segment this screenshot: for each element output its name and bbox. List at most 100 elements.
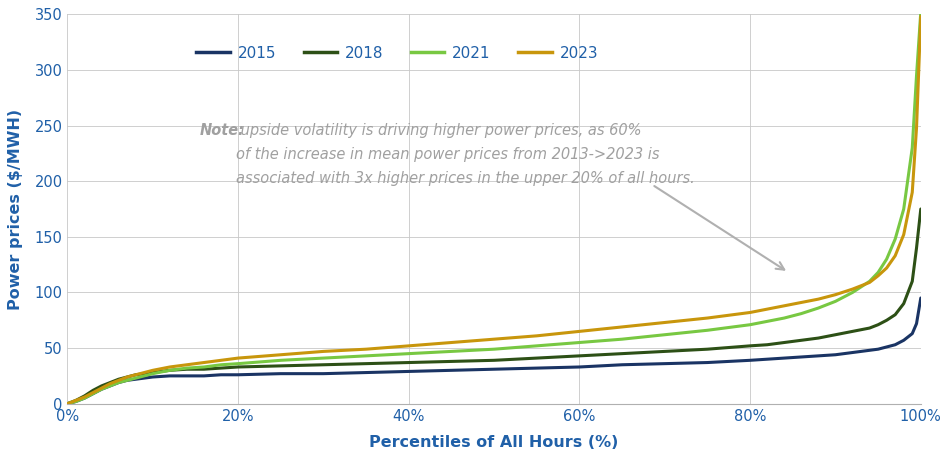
2023 [403,343,414,349]
2023 [911,125,922,131]
2018 [360,361,371,366]
2021 [617,337,628,342]
2018 [911,245,922,251]
2023 [915,14,926,19]
2015 [87,391,99,397]
2023 [181,362,193,367]
2023 [745,310,756,315]
2023 [702,315,713,321]
2021 [898,206,909,212]
2015 [79,395,90,401]
Legend: 2015, 2018, 2021, 2023: 2015, 2018, 2021, 2023 [190,39,604,67]
2015 [812,353,824,359]
2021 [317,355,329,361]
2023 [276,352,287,358]
2021 [181,365,193,371]
2021 [911,73,922,78]
2023 [659,320,671,325]
2018 [70,398,82,403]
2015 [233,372,244,377]
2023 [762,306,773,312]
2023 [164,364,176,370]
2021 [446,349,457,354]
2015 [531,365,542,371]
2021 [864,278,875,284]
2015 [181,373,193,379]
2021 [659,332,671,338]
2023 [79,394,90,400]
2015 [889,342,901,348]
2021 [360,353,371,359]
Line: 2015: 2015 [67,298,921,403]
2018 [181,366,193,372]
2015 [96,387,107,392]
2018 [531,355,542,361]
2018 [164,368,176,373]
2018 [795,338,807,343]
2023 [488,337,500,342]
2015 [488,366,500,372]
2023 [872,273,884,278]
2023 [147,368,159,373]
2015 [762,356,773,362]
2018 [104,380,116,385]
2015 [164,373,176,379]
2021 [779,315,790,321]
2021 [130,376,142,381]
2023 [864,280,875,285]
2018 [122,374,133,380]
2015 [911,321,922,327]
2018 [617,351,628,356]
2015 [574,364,585,370]
2023 [446,340,457,345]
2018 [829,332,841,338]
2018 [915,206,926,212]
2015 [659,361,671,366]
2021 [574,340,585,345]
2015 [881,344,892,350]
2023 [846,286,858,292]
2021 [702,327,713,333]
2021 [403,351,414,356]
2023 [104,381,116,387]
Line: 2018: 2018 [67,209,921,403]
Line: 2023: 2023 [67,16,921,403]
2018 [139,371,150,376]
2018 [846,329,858,334]
2021 [872,270,884,275]
2023 [829,292,841,297]
2015 [62,401,73,406]
2023 [96,385,107,391]
2015 [113,380,124,385]
2015 [864,348,875,353]
2018 [130,372,142,377]
2015 [276,371,287,376]
2018 [762,342,773,348]
2021 [199,364,210,370]
2015 [829,352,841,358]
2021 [795,311,807,316]
2021 [216,362,227,367]
2015 [104,383,116,389]
2021 [762,319,773,324]
2023 [233,355,244,361]
2018 [872,322,884,327]
2015 [122,377,133,383]
2018 [62,401,73,406]
2021 [531,343,542,349]
2015 [915,295,926,301]
2015 [199,373,210,379]
2023 [795,300,807,305]
2021 [62,401,73,406]
2021 [164,368,176,373]
2015 [906,331,918,336]
2021 [147,371,159,376]
2023 [87,390,99,395]
2018 [317,362,329,367]
2018 [659,349,671,354]
2021 [915,9,926,15]
2015 [360,370,371,375]
2018 [233,364,244,370]
2023 [113,377,124,383]
2023 [199,360,210,365]
